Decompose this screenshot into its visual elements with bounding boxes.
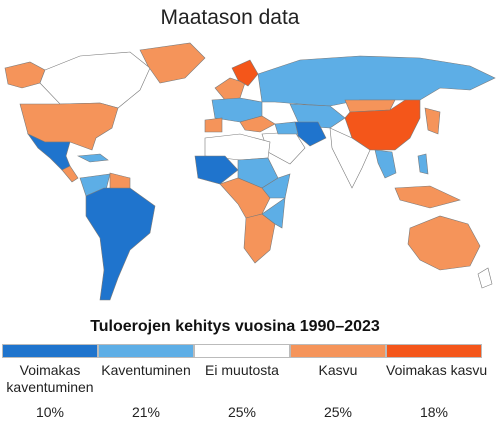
legend-swatch (194, 344, 290, 358)
country (109, 172, 131, 189)
country (329, 127, 371, 189)
legend-share: 21% (131, 404, 161, 420)
legend-shares: 10% 21% 25% 25% 18% (2, 404, 482, 420)
country (374, 149, 397, 179)
legend-swatch (98, 344, 194, 358)
country (243, 213, 276, 264)
country (407, 215, 481, 271)
country (394, 185, 461, 209)
legend-bar (2, 344, 482, 358)
country (257, 55, 496, 107)
country (274, 121, 299, 135)
country (261, 197, 286, 229)
country (261, 173, 291, 199)
country (239, 115, 276, 133)
legend-swatch (290, 344, 386, 358)
country (477, 267, 493, 289)
country (85, 187, 156, 301)
country (139, 42, 206, 84)
country (219, 177, 271, 219)
world-map (4, 42, 496, 301)
country (76, 153, 109, 163)
legend-swatch (386, 344, 482, 358)
legend-share: 25% (323, 404, 353, 420)
country (39, 51, 151, 109)
legend-label: Voimakas kasvu (386, 362, 488, 378)
country (194, 155, 239, 185)
country (214, 77, 246, 101)
legend-share: 25% (227, 404, 257, 420)
country (424, 107, 441, 135)
title: Maatason data (160, 6, 300, 29)
legend-label: Kasvu (318, 362, 358, 378)
legend-label: Voimakas kaventuminen (6, 362, 94, 395)
legend-swatch (2, 344, 98, 358)
country (61, 165, 79, 183)
legend-label: Ei muutosta (205, 362, 279, 378)
legend-labels: Voimakas kaventuminen Kaventuminen Ei muut… (2, 362, 488, 396)
country (231, 59, 259, 87)
country (204, 117, 223, 133)
legend-label: Kaventuminen (101, 362, 191, 378)
country (4, 61, 46, 89)
country (417, 153, 429, 175)
legend-share: 10% (35, 404, 65, 420)
legend-share: 18% (419, 404, 449, 420)
legend-title: Tuloerojen kehitys vuosina 1990–2023 (90, 318, 380, 335)
